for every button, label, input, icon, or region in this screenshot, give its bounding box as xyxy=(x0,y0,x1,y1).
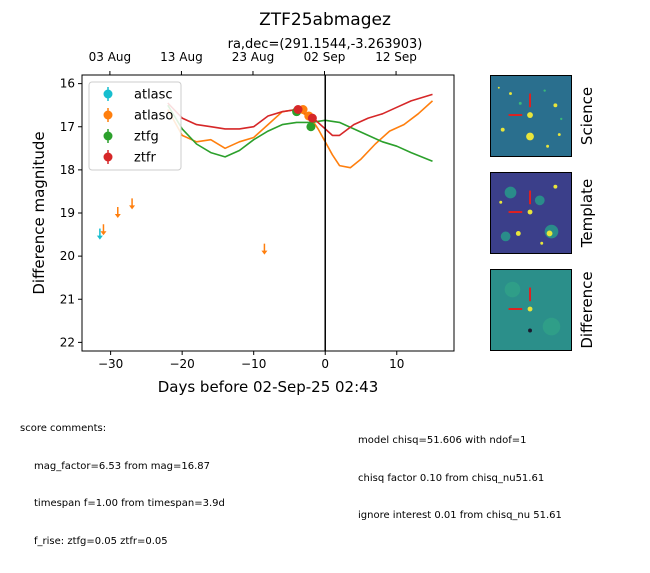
x-axis-label: Days before 02-Sep-25 02:43 xyxy=(158,378,379,396)
top-tick-label: 03 Aug xyxy=(89,50,132,64)
x-axis-ticks: −30 −20 −10 0 10 xyxy=(98,351,404,371)
legend-box xyxy=(88,81,182,171)
y-axis-label: Difference magnitude xyxy=(30,131,48,294)
x-tick-label: 10 xyxy=(389,357,404,371)
y-tick-label: 21 xyxy=(60,292,75,306)
y-axis-ticks: 16 17 18 19 20 21 22 xyxy=(60,77,82,349)
chart-title: ZTF25abmagez xyxy=(259,10,391,30)
top-axis-ticks: 03 Aug 13 Aug 23 Aug 02 Sep 12 Sep xyxy=(89,50,417,75)
upper-limit-arrow-atlaso xyxy=(261,250,268,255)
y-tick-label: 17 xyxy=(60,120,75,134)
top-tick-label: 13 Aug xyxy=(160,50,203,64)
score-comments: score comments: mag_factor=6.53 from mag… xyxy=(20,398,225,573)
y-tick-label: 19 xyxy=(60,206,75,220)
cutout-label-difference: Difference xyxy=(578,271,596,348)
upper-limit-arrow-atlasc xyxy=(96,235,103,240)
light-curve-chart: ZTF25abmagez ra,dec=(291.1544,-3.263903)… xyxy=(30,10,596,396)
legend-marker-ztfg xyxy=(103,131,113,141)
cutout-label-science: Science xyxy=(578,87,596,145)
model-comment-line: ignore interest 0.01 from chisq_nu 51.61 xyxy=(358,510,562,521)
model-curve-atlaso xyxy=(167,100,434,169)
x-tick-label: −30 xyxy=(98,357,123,371)
page: ZTF25abmagez ra,dec=(291.1544,-3.263903)… xyxy=(20,10,596,547)
top-tick-label: 02 Sep xyxy=(304,50,346,64)
legend-label-atlaso: atlaso xyxy=(134,109,173,124)
model-curves xyxy=(167,93,434,169)
detection-point-ztfr xyxy=(293,105,303,114)
legend-label-ztfg: ztfg xyxy=(134,130,159,145)
model-comment-line: model chisq=51.606 with ndof=1 xyxy=(358,435,527,446)
cutout-labels: Science Template Difference xyxy=(578,87,596,349)
upper-limit-arrow-atlaso xyxy=(100,231,107,236)
x-tick-label: −10 xyxy=(241,357,266,371)
x-tick-label: −20 xyxy=(169,357,194,371)
cutout-label-template: Template xyxy=(578,179,596,248)
legend-marker-atlasc xyxy=(103,89,113,99)
model-curve-ztfg xyxy=(167,104,433,163)
model-comment-line: chisq factor 0.10 from chisq_nu51.61 xyxy=(358,472,545,484)
legend-marker-atlaso xyxy=(103,110,113,120)
top-tick-label: 23 Aug xyxy=(232,50,275,64)
model-comments: model chisq=51.606 with ndof=1 chisq fac… xyxy=(358,410,562,548)
science-cutout xyxy=(490,75,572,157)
upper-limit-arrow-atlaso xyxy=(114,214,121,218)
upper-limit-arrow-atlaso xyxy=(129,205,136,210)
legend-marker-ztfr xyxy=(103,152,113,162)
detection-point-ztfg xyxy=(306,122,316,132)
plot-frame xyxy=(81,74,455,352)
y-tick-label: 18 xyxy=(60,163,75,177)
legend-label-ztfr: ztfr xyxy=(134,151,156,166)
y-tick-label: 22 xyxy=(60,335,75,349)
top-tick-label: 12 Sep xyxy=(375,50,417,64)
difference-cutout xyxy=(490,269,572,351)
detection-point-ztfr xyxy=(307,113,317,123)
y-tick-label: 16 xyxy=(60,77,75,91)
score-comment-line: f_rise: ztfg=0.05 ztfr=0.05 xyxy=(34,535,168,547)
template-cutout xyxy=(490,172,572,254)
score-comment-line: mag_factor=6.53 from mag=16.87 xyxy=(34,460,211,472)
data-points xyxy=(96,105,317,255)
legend-label-atlasc: atlasc xyxy=(134,88,173,103)
x-tick-label: 0 xyxy=(321,357,329,371)
y-tick-label: 20 xyxy=(60,249,75,263)
chart-subtitle: ra,dec=(291.1544,-3.263903) xyxy=(228,37,423,52)
score-comments-header: score comments: xyxy=(20,423,107,434)
legend: atlasc atlaso ztfg ztfr xyxy=(88,81,182,171)
